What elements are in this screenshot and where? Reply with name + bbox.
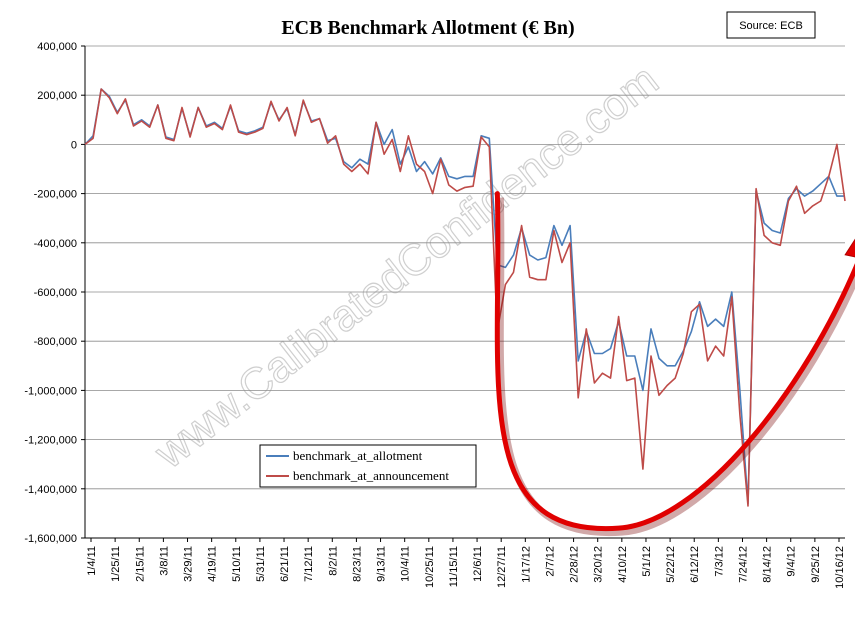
- series-line-benchmark-at-announcement: [84, 88, 846, 507]
- legend-box: [259, 444, 477, 488]
- source-label: Source: ECB: [739, 20, 803, 32]
- y-tick-label: -600,000: [34, 287, 77, 299]
- x-tick-label: 6/12/12: [689, 546, 701, 583]
- x-tick-label: 11/15/11: [448, 546, 460, 587]
- y-tick-label: -1,200,000: [24, 435, 77, 447]
- series-layer: [84, 88, 846, 507]
- x-tick-label: 2/28/12: [569, 546, 581, 583]
- x-tick-label: 6/21/11: [279, 546, 291, 582]
- grid-layer: [85, 45, 845, 539]
- arrow-curve: [494, 191, 855, 532]
- x-tick-label: 5/1/12: [641, 546, 653, 577]
- y-tick-label: -1,600,000: [24, 533, 77, 545]
- x-tick-label: 5/22/12: [665, 546, 677, 583]
- x-tick-label: 9/4/12: [786, 546, 798, 577]
- arrow-shadow: [496, 197, 855, 537]
- x-tick-label: 3/29/11: [183, 546, 195, 582]
- y-tick-label: 0: [71, 139, 77, 151]
- x-tick-label: 5/10/11: [231, 546, 243, 582]
- y-tick-label: 400,000: [37, 41, 77, 53]
- x-tick-label: 9/13/11: [376, 546, 388, 582]
- legend-label-allotment: benchmark_at_allotment: [293, 448, 423, 463]
- x-tick-label: 4/10/12: [617, 546, 629, 583]
- chart-title: ECB Benchmark Allotment (€ Bn): [281, 17, 574, 39]
- y-tick-label: 200,000: [37, 90, 77, 102]
- y-tick-label: -1,400,000: [24, 484, 77, 496]
- y-tick-label: -400,000: [34, 238, 77, 250]
- x-tick-label: 1/17/12: [520, 546, 532, 583]
- x-tick-label: 5/31/11: [255, 546, 267, 582]
- x-tick-label: 10/16/12: [834, 546, 846, 589]
- y-tick-label: -800,000: [34, 336, 77, 348]
- y-tick-label: -1,000,000: [24, 385, 77, 397]
- arrow-head: [844, 238, 855, 258]
- x-tick-label: 12/27/11: [496, 546, 508, 588]
- x-tick-label: 4/19/11: [207, 546, 219, 582]
- series-line-benchmark-at-allotment: [84, 88, 845, 505]
- x-tick-label: 10/4/11: [400, 546, 412, 582]
- x-tick-label: 1/4/11: [86, 546, 98, 576]
- x-tick-label: 7/3/12: [713, 546, 725, 577]
- watermark-text: www.CalibratedConfidence.com: [145, 55, 667, 478]
- x-tick-label: 3/8/11: [158, 546, 170, 576]
- x-tick-label: 1/25/11: [110, 546, 122, 582]
- x-tick-label: 2/15/11: [134, 546, 146, 582]
- source-box: [726, 11, 816, 39]
- x-tick-label: 3/20/12: [593, 546, 605, 583]
- x-tick-label: 12/6/11: [472, 546, 484, 582]
- legend: benchmark_at_allotment benchmark_at_anno…: [259, 444, 477, 488]
- x-tick-label: 10/25/11: [424, 546, 436, 588]
- legend-label-announcement: benchmark_at_announcement: [293, 468, 449, 483]
- x-tick-label: 7/12/11: [303, 546, 315, 582]
- x-tick-label: 2/7/12: [544, 546, 556, 577]
- x-tick-label: 8/2/11: [327, 546, 339, 576]
- x-tick-label: 9/25/12: [810, 546, 822, 583]
- x-tick-label: 8/14/12: [762, 546, 774, 583]
- axis-layer: 400,000 200,000 0 -200,000 -400,000 -600,000 -…: [24, 41, 846, 589]
- annotation-layer: [494, 191, 855, 537]
- x-tick-label: 8/23/11: [351, 546, 363, 582]
- y-tick-label: -200,000: [34, 189, 77, 201]
- x-tick-label: 7/24/12: [737, 546, 749, 583]
